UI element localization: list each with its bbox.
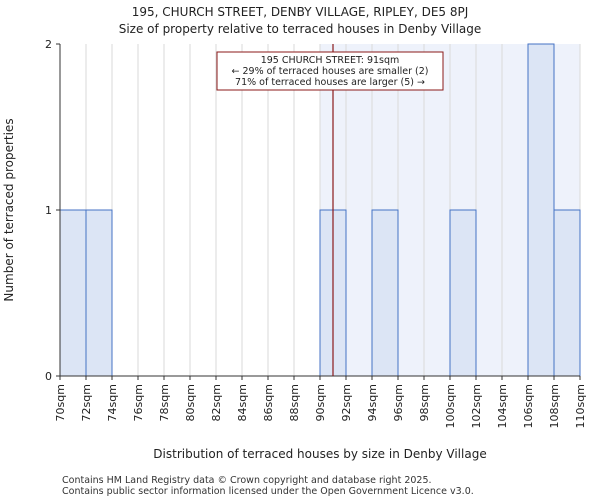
x-tick-label: 102sqm — [470, 384, 483, 428]
footer-line-1: Contains HM Land Registry data © Crown c… — [62, 475, 432, 486]
bar-70sqm[interactable] — [59, 209, 87, 377]
x-tick-label: 82sqm — [210, 384, 223, 421]
annotation-line-1: 195 CHURCH STREET: 91sqm — [261, 55, 400, 66]
x-tick-label: 72sqm — [80, 384, 93, 421]
x-tick-label: 84sqm — [236, 384, 249, 421]
annotation-line-3: 71% of terraced houses are larger (5) → — [235, 77, 425, 88]
x-tick-label: 88sqm — [288, 384, 301, 421]
bar-72sqm[interactable] — [85, 209, 113, 377]
bar-100sqm[interactable] — [449, 209, 477, 377]
x-tick-label: 90sqm — [314, 384, 327, 421]
chart-title: 195, CHURCH STREET, DENBY VILLAGE, RIPLE… — [132, 5, 469, 19]
x-tick-label: 76sqm — [132, 384, 145, 421]
x-tick-label: 80sqm — [184, 384, 197, 421]
x-tick-label: 104sqm — [496, 384, 509, 428]
x-tick-label: 100sqm — [444, 384, 457, 428]
plot-area: 0 1 2 70sqm 72sqm 74sqm 76sqm 78sqm 80sqm 82sqm 84… — [45, 38, 587, 428]
y-tick-label: 2 — [45, 38, 52, 51]
y-tick-label: 1 — [45, 204, 52, 217]
x-tick-label: 70sqm — [54, 384, 67, 421]
x-tick-label: 106sqm — [522, 384, 535, 428]
annotation-line-2: ← 29% of terraced houses are smaller (2) — [232, 66, 429, 77]
bar-94sqm[interactable] — [371, 209, 399, 377]
annotation-box — [216, 51, 444, 91]
x-tick-label: 86sqm — [262, 384, 275, 421]
x-axis-label: Distribution of terraced houses by size … — [153, 447, 486, 461]
x-tick-label: 78sqm — [158, 384, 171, 421]
bar-106sqm[interactable] — [527, 43, 555, 377]
y-tick-label: 0 — [45, 370, 52, 383]
x-tick-label: 92sqm — [340, 384, 353, 421]
chart-subtitle: Size of property relative to terraced ho… — [119, 22, 482, 36]
x-tick-label: 108sqm — [548, 384, 561, 428]
x-tick-label: 74sqm — [106, 384, 119, 421]
bar-108sqm[interactable] — [553, 209, 581, 377]
x-tick-label: 98sqm — [418, 384, 431, 421]
x-tick-label: 110sqm — [574, 384, 587, 428]
y-axis-label: Number of terraced properties — [2, 118, 16, 301]
x-tick-label: 94sqm — [366, 384, 379, 421]
footer-line-2: Contains public sector information licen… — [62, 486, 474, 497]
x-tick-label: 96sqm — [392, 384, 405, 421]
